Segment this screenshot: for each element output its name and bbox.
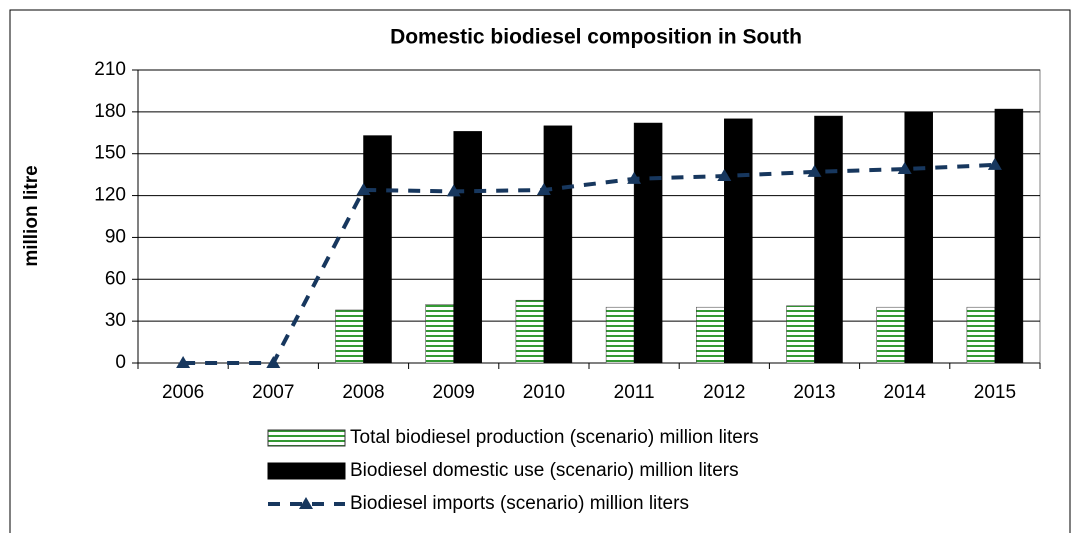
bar (453, 131, 482, 364)
x-tick-label: 2011 (614, 382, 655, 403)
bar (633, 122, 663, 364)
bar (724, 118, 753, 364)
line-marker (446, 184, 461, 197)
line-series (183, 162, 995, 365)
bar (904, 111, 933, 364)
y-tick-label: 90 (105, 226, 126, 247)
line-marker (717, 169, 732, 182)
bar (814, 115, 843, 364)
x-tick-label: 2014 (884, 382, 927, 403)
legend-swatch (267, 462, 346, 480)
x-tick-label: 2010 (523, 382, 565, 403)
y-tick-label: 120 (94, 185, 126, 206)
x-tick-label: 2012 (703, 382, 745, 403)
bar (515, 299, 545, 364)
line-marker (176, 356, 191, 368)
y-tick-label: 0 (115, 352, 126, 373)
x-tick-label: 2007 (252, 382, 294, 403)
line-marker (807, 164, 822, 177)
y-tick-label: 60 (105, 268, 126, 289)
y-tick-label: 150 (94, 143, 126, 164)
bar (543, 125, 573, 364)
line-marker (627, 171, 642, 184)
bar (335, 309, 364, 364)
chart-title: Domestic biodiesel composition in South (390, 26, 802, 49)
x-tick-label: 2013 (793, 382, 835, 403)
x-tick-label: 2006 (162, 382, 204, 403)
bar (966, 306, 996, 364)
x-tick-label: 2015 (974, 382, 1016, 403)
legend-label: Biodiesel domestic use (scenario) millio… (350, 460, 739, 481)
line-marker (536, 182, 551, 195)
legend-swatch-marker (299, 497, 313, 509)
legend-label: Total biodiesel production (scenario) mi… (350, 427, 759, 448)
legend-label: Biodiesel imports (scenario) million lit… (350, 493, 689, 514)
line-marker (356, 182, 371, 195)
bar (994, 108, 1024, 364)
line-marker (987, 157, 1002, 170)
y-axis-label: million litre (21, 165, 42, 266)
bar (876, 306, 905, 364)
bar (786, 305, 815, 364)
bar (605, 306, 635, 364)
legend-swatch (267, 429, 346, 447)
y-tick-label: 210 (94, 59, 126, 80)
x-tick-label: 2009 (433, 382, 475, 403)
bar (363, 135, 392, 364)
x-tick-label: 2008 (342, 382, 384, 403)
bar (696, 306, 725, 364)
bar (425, 304, 454, 364)
line-marker (897, 162, 912, 175)
y-tick-label: 30 (105, 310, 126, 331)
line-marker (266, 356, 281, 368)
y-tick-label: 180 (94, 101, 126, 122)
